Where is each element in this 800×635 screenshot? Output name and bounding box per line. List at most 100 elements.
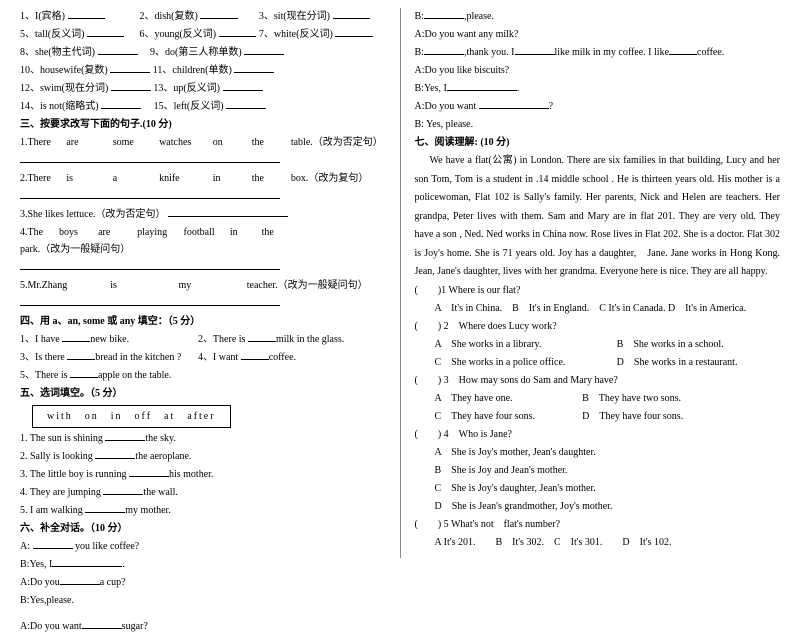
text: sugar? (122, 621, 148, 632)
word: the (252, 134, 289, 151)
fill-line: 4. They are jumping the wall. (20, 484, 386, 501)
text: his mother. (169, 469, 213, 480)
text: B: (415, 47, 424, 58)
option-4a: A She is Joy's mother, Jean's daughter. (415, 444, 781, 461)
text: . (122, 559, 125, 570)
sentence-1: 1.There are some watches on the table.（改… (20, 134, 386, 151)
text: 4. They are jumping (20, 487, 101, 498)
word: table.（改为否定句） (291, 134, 383, 151)
text: 2. Sally is looking (20, 451, 93, 462)
options-2b: C She works in a police office. D She wo… (415, 354, 781, 371)
item-label: 10、housewife(复数) (20, 65, 108, 76)
item-label: 2、dish(复数) (139, 8, 197, 25)
word: a (113, 170, 157, 187)
word: football (184, 224, 228, 241)
answer-blank (20, 188, 386, 205)
word: 1.There (20, 134, 64, 151)
word: boys (59, 224, 96, 241)
fill-line: 1. The sun is shining the sky. (20, 430, 386, 447)
options-2a: A She works in a library. B She works in… (415, 336, 781, 353)
opt: A They have one. (435, 390, 580, 407)
dialog-line: A:Do you want ? (415, 98, 781, 115)
item-label: 15、left(反义词) (154, 101, 224, 112)
options-3b: C They have four sons. D They have four … (415, 408, 781, 425)
answer-blank (20, 295, 386, 312)
dialog-line: B:,please. (415, 8, 781, 25)
text: new bike. (90, 334, 129, 345)
word: the (252, 170, 289, 187)
text: the sky. (145, 433, 175, 444)
item-label: 5、tall(反义词) (20, 26, 84, 43)
fill-row: 5、There is apple on the table. (20, 367, 386, 384)
fill-row: 3、Is there bread in the kitchen ? 4、I wa… (20, 349, 386, 366)
text: . (517, 83, 520, 94)
text: a cup? (100, 577, 126, 588)
item-label: 13、up(反义词) (153, 83, 220, 94)
text: ,please. (464, 11, 494, 22)
text: A:Do you want (20, 621, 82, 632)
opt: A She works in a library. (435, 336, 615, 353)
opt: D She works in a restaurant. (617, 357, 738, 368)
options-5: A It's 201. B It's 302. C It's 301. D It… (415, 534, 781, 551)
section-5-title: 五、选词填空。（5 分） (20, 385, 386, 402)
word: 5.Mr.Zhang (20, 277, 108, 294)
item-label: 3、sit(现在分词) (259, 8, 330, 25)
text: coffee. (697, 47, 724, 58)
text: A:Do you want (415, 101, 477, 112)
text: you like coffee? (75, 541, 139, 552)
text: 5、There is (20, 370, 68, 381)
item-label: 11、children(单数) (153, 65, 232, 76)
text: the aeroplane. (135, 451, 191, 462)
dialog-line: B:Yes, I. (20, 556, 386, 573)
dialog-line: B: Yes, please. (415, 116, 781, 133)
left-column: 1、I(宾格) 2、dish(复数) 3、sit(现在分词) 5、tall(反义… (10, 8, 396, 558)
section-6-title: 六、补全对话。（10 分） (20, 520, 386, 537)
word: in (230, 224, 259, 241)
dialog-line: A:Do you want any milk? (415, 26, 781, 43)
fill-line: 2. Sally is looking the aeroplane. (20, 448, 386, 465)
text: 5. I am walking (20, 505, 83, 516)
sentence-5: 5.Mr.Zhang is my teacher.（改为一般疑问句） (20, 277, 386, 294)
item-label: 14、is not(缩略式) (20, 101, 99, 112)
word: are (98, 224, 135, 241)
vocab-row: 12、swim(现在分词) 13、up(反义词) (20, 80, 386, 97)
opt: B They have two sons. (582, 393, 681, 404)
section-4-title: 四、用 a、an, some 或 any 填空：（5 分） (20, 313, 386, 330)
text: apple on the table. (98, 370, 171, 381)
text: 3、Is there (20, 352, 65, 363)
word: some (113, 134, 157, 151)
word: watches (159, 134, 210, 151)
fill-line: 3. The little boy is running his mother. (20, 466, 386, 483)
word: in (213, 170, 250, 187)
sentence-3: 3.She likes lettuce.（改为否定句） (20, 206, 386, 223)
word: my (179, 277, 245, 294)
text: B:Yes, I (20, 559, 52, 570)
text: like milk in my coffee. I like (555, 47, 670, 58)
text: 1、I have (20, 334, 60, 345)
opt: B She works in a school. (617, 339, 724, 350)
dialog-line: A:Do you want sugar? (20, 618, 386, 635)
word: on (213, 134, 250, 151)
item-label: 8、she(物主代词) (20, 47, 95, 58)
item-label: 6、young(反义词) (139, 26, 216, 43)
item-label: 1、I(宾格) (20, 8, 65, 25)
dialog-line: B:Yes, I. (415, 80, 781, 97)
text: 3.She likes lettuce.（改为否定句） (20, 209, 166, 220)
dialog-line: B:Yes,please. (20, 592, 386, 609)
word: playing (137, 224, 181, 241)
word: park.（改为一般疑问句） (20, 241, 130, 258)
dialog-line: A:Do you a cup? (20, 574, 386, 591)
question-2: ( ) 2 Where does Lucy work? (415, 318, 781, 335)
text: A:Do you (20, 577, 60, 588)
word: teacher.（改为一般疑问句） (247, 277, 368, 294)
word: box.（改为复句） (291, 170, 369, 187)
text: milk in the glass. (276, 334, 344, 345)
word: knife (159, 170, 210, 187)
word: is (110, 277, 176, 294)
right-column: B:,please. A:Do you want any milk? B:,th… (405, 8, 791, 558)
question-4: ( ) 4 Who is Jane? (415, 426, 781, 443)
text: bread in the kitchen ? (95, 352, 181, 363)
text: my mother. (125, 505, 171, 516)
text: ? (549, 101, 553, 112)
answer-blank (20, 152, 386, 169)
